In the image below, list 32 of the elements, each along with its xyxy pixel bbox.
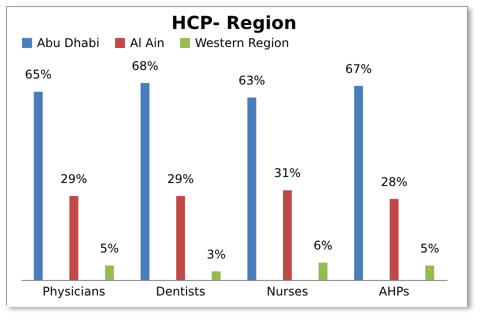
data-label: 6% [313,238,332,253]
bar [104,266,114,280]
bar [69,196,78,280]
x-tick-label: Dentists [156,284,206,298]
bar [318,262,328,280]
x-tick-label: AHPs [378,284,410,298]
chart-title: HCP- Region [171,13,297,34]
legend-label: Abu Dhabi [37,36,100,50]
bar [390,198,399,280]
data-label: 65% [24,68,52,82]
data-label: 5% [420,242,440,256]
bar [354,86,364,280]
legend-label: Al Ain [130,36,165,50]
data-label: 63% [238,73,266,88]
data-label: 29% [167,172,194,186]
legend-label: Western Region [195,36,290,50]
data-label: 29% [60,172,88,186]
bar [282,190,292,280]
data-label: 28% [380,174,408,189]
bar [140,83,150,280]
x-tick-label: Physicians [42,284,106,298]
data-label: 31% [274,166,301,180]
bar [425,266,434,280]
bar [34,92,43,280]
data-label: 3% [206,247,226,262]
bar [247,97,256,280]
data-label: 68% [132,59,158,73]
data-label: 5% [100,242,119,256]
bar [176,196,186,280]
x-tick-label: Nurses [266,284,308,298]
data-label: 67% [345,62,372,76]
bar [212,271,221,280]
